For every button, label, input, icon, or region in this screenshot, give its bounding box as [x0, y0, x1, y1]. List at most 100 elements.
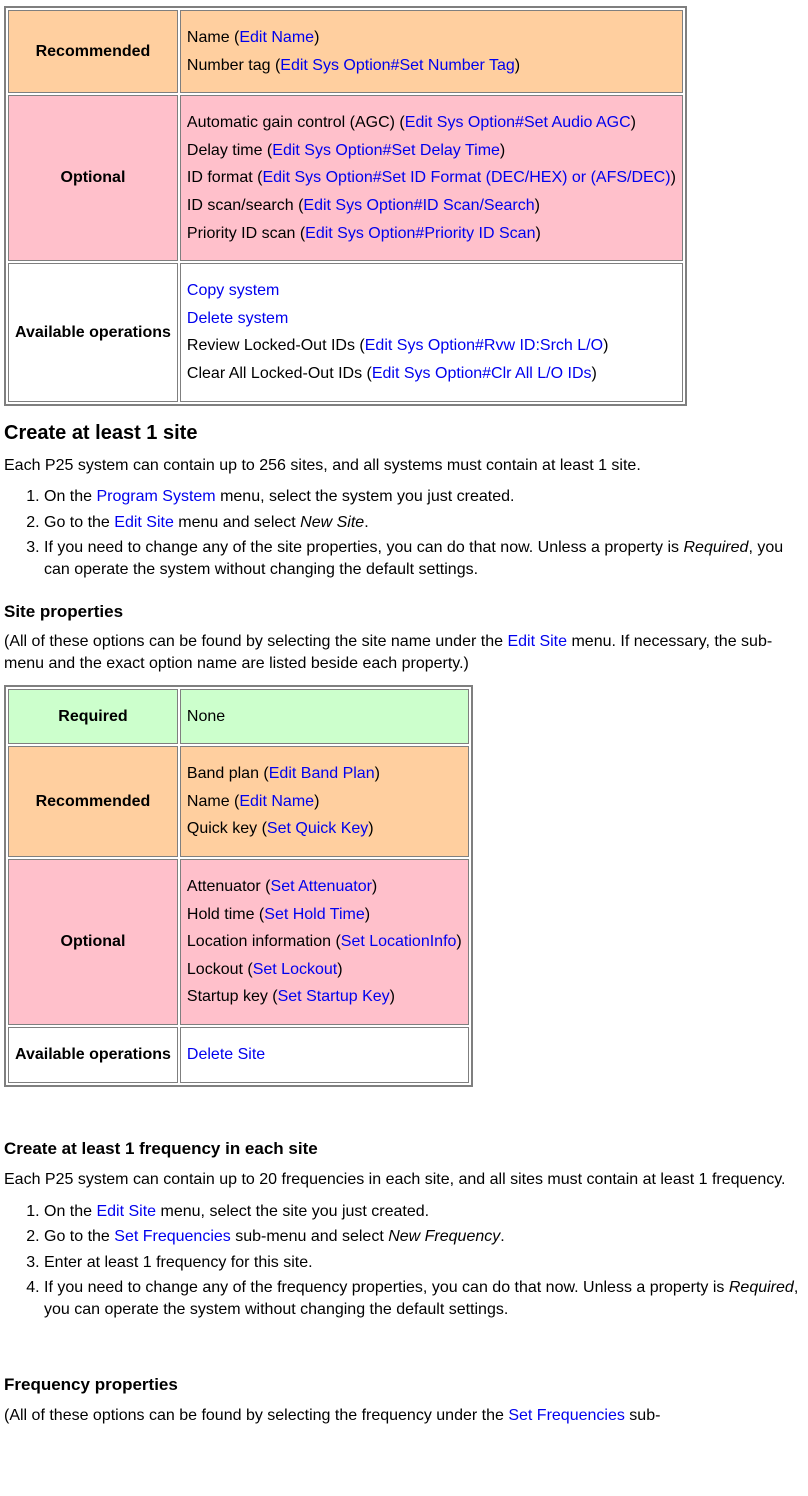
option-link[interactable]: Set Hold Time [264, 906, 364, 923]
text: Name ( [187, 29, 239, 46]
option-link[interactable]: Edit Sys Option#Set ID Format (DEC/HEX) … [262, 169, 670, 186]
option-link[interactable]: Edit Band Plan [269, 765, 375, 782]
text: ID scan/search ( [187, 197, 303, 214]
option-link[interactable]: Delete Site [187, 1046, 265, 1063]
text: Automatic gain control (AGC) ( [187, 114, 405, 131]
option-link[interactable]: Edit Sys Option#Rvw ID:Srch L/O [365, 337, 603, 354]
row-body: None [180, 689, 469, 745]
property-line: Location information (Set LocationInfo) [187, 931, 462, 953]
text: . [364, 514, 368, 531]
option-link[interactable]: Edit Name [239, 29, 314, 46]
row-label-ops: Available operations [8, 263, 178, 401]
property-line: ID format (Edit Sys Option#Set ID Format… [187, 167, 676, 189]
text: (All of these options can be found by se… [4, 633, 507, 650]
row-label-optional: Optional [8, 859, 178, 1025]
text: None [187, 708, 225, 725]
property-line: Startup key (Set Startup Key) [187, 986, 462, 1008]
text: ) [368, 820, 373, 837]
option-link[interactable]: Delete system [187, 310, 288, 327]
set-frequencies-link[interactable]: Set Frequencies [508, 1407, 625, 1424]
property-line: Automatic gain control (AGC) (Edit Sys O… [187, 112, 676, 134]
text: ) [456, 933, 461, 950]
list-item: On the Edit Site menu, select the site y… [44, 1201, 804, 1223]
list-item: Go to the Set Frequencies sub-menu and s… [44, 1226, 804, 1248]
option-link[interactable]: Edit Sys Option#Priority ID Scan [305, 225, 535, 242]
text: Clear All Locked-Out IDs ( [187, 365, 372, 382]
site-steps: On the Program System menu, select the s… [4, 486, 804, 580]
option-link[interactable]: Set Startup Key [278, 988, 390, 1005]
option-link[interactable]: Edit Sys Option#ID Scan/Search [303, 197, 534, 214]
property-line: Lockout (Set Lockout) [187, 959, 462, 981]
edit-site-link[interactable]: Edit Site [507, 633, 567, 650]
option-link[interactable]: Edit Name [239, 793, 314, 810]
text: ) [500, 142, 505, 159]
row-body: Delete Site [180, 1027, 469, 1083]
edit-site-link[interactable]: Edit Site [96, 1203, 156, 1220]
table-row: Optional Automatic gain control (AGC) (E… [8, 95, 683, 261]
row-body: Copy system Delete system Review Locked-Ou… [180, 263, 683, 401]
text: menu, select the site you just created. [156, 1203, 429, 1220]
list-item: If you need to change any of the frequen… [44, 1277, 804, 1320]
list-item: Enter at least 1 frequency for this site… [44, 1252, 804, 1274]
option-link[interactable]: Edit Sys Option#Clr All L/O IDs [372, 365, 592, 382]
option-link[interactable]: Edit Sys Option#Set Audio AGC [405, 114, 631, 131]
emphasis: Required [684, 539, 749, 556]
option-link[interactable]: Copy system [187, 282, 279, 299]
text: ) [337, 961, 342, 978]
option-link[interactable]: Edit Sys Option#Set Number Tag [280, 57, 515, 74]
property-line: Hold time (Set Hold Time) [187, 904, 462, 926]
text: ) [375, 765, 380, 782]
property-line: ID scan/search (Edit Sys Option#ID Scan/… [187, 195, 676, 217]
list-item: If you need to change any of the site pr… [44, 537, 804, 580]
text: Review Locked-Out IDs ( [187, 337, 365, 354]
text: Enter at least 1 frequency for this site… [44, 1254, 313, 1271]
table-row: Available operations Delete Site [8, 1027, 469, 1083]
freq-intro: Each P25 system can contain up to 20 fre… [4, 1169, 804, 1191]
property-line: Delete Site [187, 1044, 462, 1066]
option-link[interactable]: Edit Sys Option#Set Delay Time [272, 142, 500, 159]
property-line: Review Locked-Out IDs (Edit Sys Option#R… [187, 335, 676, 357]
text: sub- [625, 1407, 661, 1424]
set-frequencies-link[interactable]: Set Frequencies [114, 1228, 231, 1245]
property-line: Copy system [187, 280, 676, 302]
option-link[interactable]: Set Quick Key [267, 820, 368, 837]
row-label-recommended: Recommended [8, 746, 178, 857]
text: . [500, 1228, 504, 1245]
option-link[interactable]: Set LocationInfo [341, 933, 457, 950]
text: (All of these options can be found by se… [4, 1407, 508, 1424]
text: ) [515, 57, 520, 74]
text: menu and select [174, 514, 300, 531]
row-body: Automatic gain control (AGC) (Edit Sys O… [180, 95, 683, 261]
option-link[interactable]: Set Lockout [253, 961, 338, 978]
property-line: Delete system [187, 308, 676, 330]
program-system-link[interactable]: Program System [96, 488, 215, 505]
property-line: None [187, 706, 462, 728]
property-line: Number tag (Edit Sys Option#Set Number T… [187, 55, 676, 77]
text: Band plan ( [187, 765, 269, 782]
row-body: Name (Edit Name)Number tag (Edit Sys Opt… [180, 10, 683, 93]
text: ) [592, 365, 597, 382]
text: On the [44, 488, 96, 505]
text: Go to the [44, 514, 114, 531]
text: ) [314, 793, 319, 810]
option-link[interactable]: Set Attenuator [271, 878, 372, 895]
text: Number tag ( [187, 57, 280, 74]
emphasis: Required [729, 1279, 794, 1296]
text: ) [372, 878, 377, 895]
row-label-optional: Optional [8, 95, 178, 261]
table-row: Available operations Copy system Delete s… [8, 263, 683, 401]
row-label-ops: Available operations [8, 1027, 178, 1083]
site-properties-table: Required None Recommended Band plan (Edi… [4, 685, 473, 1087]
site-props-heading: Site properties [4, 601, 804, 624]
text: Name ( [187, 793, 239, 810]
text: Priority ID scan ( [187, 225, 305, 242]
site-heading: Create at least 1 site [4, 420, 804, 447]
text: Delay time ( [187, 142, 272, 159]
row-label-recommended: Recommended [8, 10, 178, 93]
edit-site-link[interactable]: Edit Site [114, 514, 174, 531]
text: On the [44, 1203, 96, 1220]
site-intro: Each P25 system can contain up to 256 si… [4, 455, 804, 477]
text: Location information ( [187, 933, 341, 950]
property-line: Band plan (Edit Band Plan) [187, 763, 462, 785]
list-item: Go to the Edit Site menu and select New … [44, 512, 804, 534]
